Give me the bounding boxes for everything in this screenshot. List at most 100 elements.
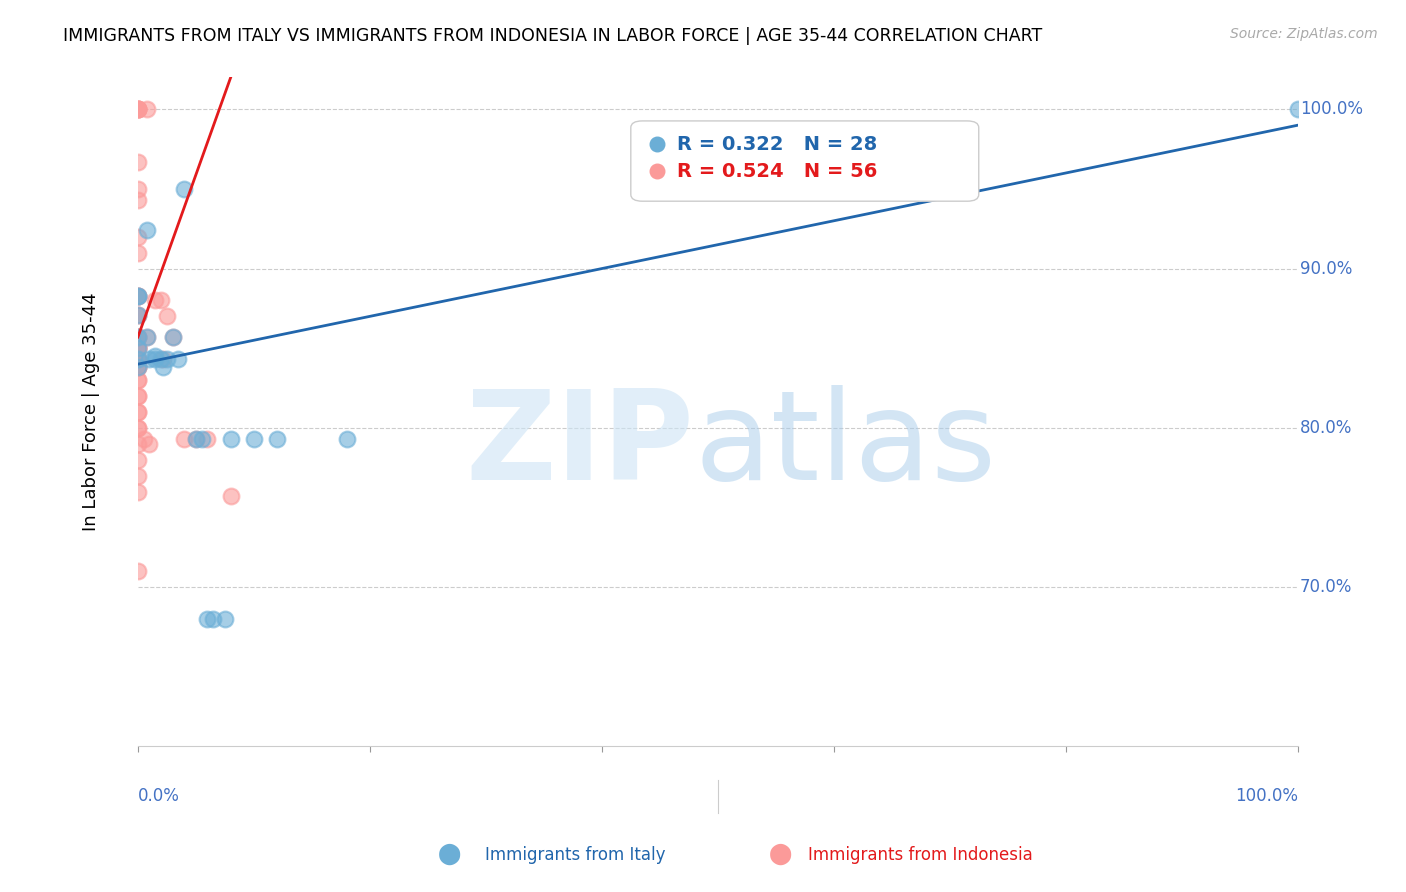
Point — [127, 373, 149, 387]
Point — [127, 352, 149, 367]
Point — [127, 360, 149, 375]
Point — [156, 352, 179, 367]
Point — [136, 103, 159, 117]
Point — [219, 432, 242, 446]
Point — [190, 432, 212, 446]
Text: Immigrants from Indonesia: Immigrants from Indonesia — [808, 846, 1033, 863]
Point — [336, 432, 359, 446]
FancyBboxPatch shape — [631, 121, 979, 202]
Point — [167, 352, 190, 367]
Text: IMMIGRANTS FROM ITALY VS IMMIGRANTS FROM INDONESIA IN LABOR FORCE | AGE 35-44 CO: IMMIGRANTS FROM ITALY VS IMMIGRANTS FROM… — [63, 27, 1042, 45]
Point — [197, 612, 219, 626]
Point — [127, 308, 149, 322]
Point — [127, 405, 149, 419]
Point — [127, 330, 149, 344]
Point — [243, 432, 266, 446]
Point — [127, 421, 149, 435]
Point — [127, 103, 149, 117]
Point — [127, 229, 149, 244]
Point — [143, 352, 166, 367]
Point — [647, 261, 669, 276]
Point — [173, 182, 195, 196]
Text: 80.0%: 80.0% — [1301, 419, 1353, 437]
Point — [127, 308, 149, 322]
Point — [127, 437, 149, 451]
Text: 100.0%: 100.0% — [1234, 787, 1298, 805]
Point — [127, 352, 149, 367]
Point — [143, 349, 166, 363]
Point — [127, 182, 149, 196]
Point — [127, 484, 149, 499]
Point — [127, 389, 149, 403]
Point — [127, 405, 149, 419]
Point — [127, 360, 149, 375]
Point — [173, 432, 195, 446]
Point — [266, 432, 288, 446]
Point — [127, 103, 149, 117]
Point — [152, 352, 174, 367]
Point — [127, 341, 149, 355]
Point — [127, 308, 149, 322]
Point — [127, 360, 149, 375]
Point — [127, 341, 149, 355]
Point — [162, 330, 184, 344]
Text: 70.0%: 70.0% — [1301, 578, 1353, 596]
Text: 100.0%: 100.0% — [1301, 100, 1362, 119]
Point — [127, 330, 149, 344]
Point — [138, 437, 160, 451]
Point — [127, 103, 149, 117]
Point — [143, 293, 166, 308]
Point — [202, 612, 225, 626]
Point — [127, 288, 149, 302]
Point — [127, 330, 149, 344]
Point — [127, 564, 149, 578]
Point — [184, 432, 207, 446]
Point — [127, 288, 149, 302]
Point — [127, 352, 149, 367]
Point — [127, 352, 149, 367]
Text: R = 0.322   N = 28: R = 0.322 N = 28 — [678, 135, 877, 153]
Point — [127, 341, 149, 355]
Point — [162, 330, 184, 344]
Point — [138, 352, 160, 367]
Point — [184, 432, 207, 446]
Point — [127, 360, 149, 375]
Point — [127, 288, 149, 302]
Point — [127, 103, 149, 117]
Point — [136, 223, 159, 237]
Point — [197, 432, 219, 446]
Text: In Labor Force | Age 35-44: In Labor Force | Age 35-44 — [83, 293, 100, 532]
Point — [127, 245, 149, 260]
Point — [156, 310, 179, 324]
Text: ⬤: ⬤ — [439, 844, 461, 865]
Text: Immigrants from Italy: Immigrants from Italy — [485, 846, 665, 863]
Point — [150, 293, 173, 308]
Point — [127, 341, 149, 355]
Point — [127, 421, 149, 435]
Point — [127, 330, 149, 344]
Point — [127, 193, 149, 207]
Point — [127, 389, 149, 403]
Point — [127, 341, 149, 355]
Point — [219, 489, 242, 503]
Point — [127, 452, 149, 467]
Point — [1286, 103, 1309, 117]
Point — [127, 352, 149, 367]
Point — [127, 373, 149, 387]
Point — [127, 288, 149, 302]
Text: Source: ZipAtlas.com: Source: ZipAtlas.com — [1230, 27, 1378, 41]
Point — [152, 360, 174, 375]
Text: R = 0.524   N = 56: R = 0.524 N = 56 — [678, 161, 877, 180]
Point — [127, 103, 149, 117]
Point — [127, 154, 149, 169]
Text: 90.0%: 90.0% — [1301, 260, 1353, 277]
Text: atlas: atlas — [695, 384, 997, 506]
Text: 0.0%: 0.0% — [138, 787, 180, 805]
Point — [214, 612, 236, 626]
Point — [647, 326, 669, 340]
Text: ZIP: ZIP — [465, 384, 695, 506]
Point — [136, 330, 159, 344]
Point — [132, 432, 155, 446]
Point — [150, 352, 173, 367]
Point — [127, 468, 149, 483]
